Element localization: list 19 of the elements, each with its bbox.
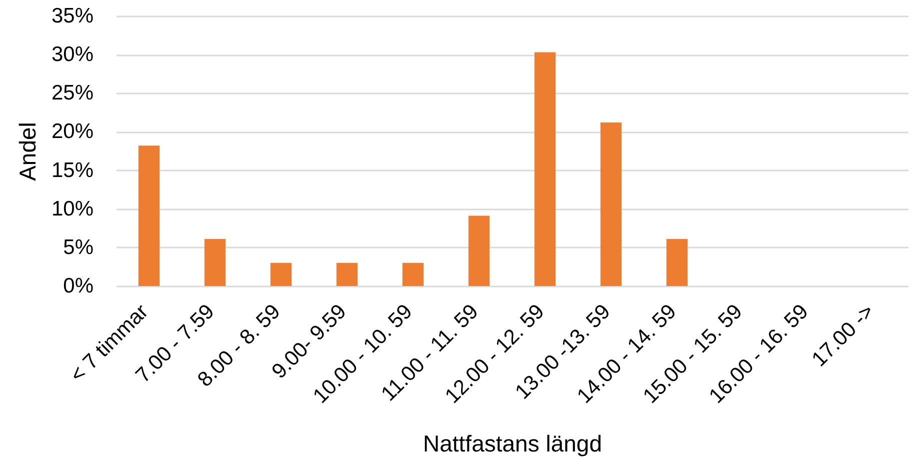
bar <box>600 122 622 286</box>
y-tick-label: 10% <box>51 197 94 220</box>
y-tick-label: 15% <box>51 158 94 182</box>
bar <box>204 238 226 286</box>
y-tick-label: 20% <box>51 120 94 144</box>
bar <box>270 262 292 286</box>
y-tick-label: 30% <box>51 43 94 66</box>
y-tick-label: 35% <box>51 4 94 28</box>
y-tick-label: 0% <box>63 274 94 298</box>
bar <box>138 146 160 286</box>
y-axis-title: Andel <box>14 122 40 181</box>
bar <box>402 262 424 286</box>
y-tick-label: 5% <box>63 236 94 259</box>
y-tick-label: 25% <box>51 82 94 105</box>
bar <box>534 52 556 286</box>
bar <box>336 262 358 286</box>
bar <box>468 216 490 286</box>
bar <box>666 238 688 286</box>
x-axis-title: Nattfastans längd <box>422 430 602 456</box>
